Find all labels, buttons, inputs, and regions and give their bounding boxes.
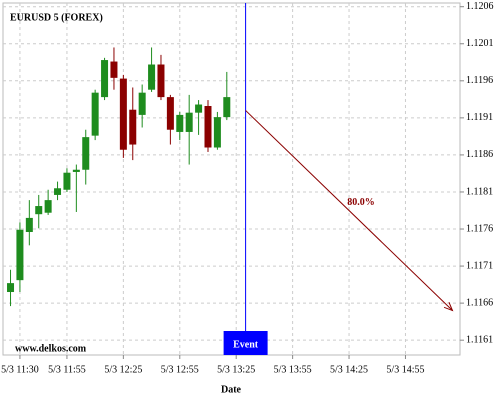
candle-body bbox=[91, 92, 99, 136]
candle-body bbox=[101, 60, 109, 98]
candle-body bbox=[82, 137, 90, 170]
candle-body bbox=[63, 172, 71, 190]
candle-body bbox=[110, 61, 118, 78]
x-tick-label: 5/3 12:25 bbox=[104, 364, 142, 375]
chart-title: EURUSD 5 (FOREX) bbox=[10, 12, 103, 23]
candle-body bbox=[119, 78, 127, 150]
y-tick-label: 1.1196 bbox=[466, 75, 493, 86]
x-axis-label: Date bbox=[221, 384, 242, 395]
y-tick-label: 1.1171 bbox=[466, 260, 493, 271]
forecast-label: 80.0% bbox=[347, 197, 375, 208]
x-tick-label: 5/3 13:55 bbox=[274, 364, 312, 375]
y-tick-label: 1.1201 bbox=[466, 38, 494, 49]
candle-body bbox=[148, 64, 156, 90]
forecast-arrow bbox=[245, 110, 453, 311]
candle-body bbox=[213, 117, 221, 148]
watermark: www.delkos.com bbox=[15, 343, 87, 354]
event-label: Event bbox=[233, 339, 259, 350]
y-tick-label: 1.1176 bbox=[466, 223, 493, 234]
y-tick-label: 1.1186 bbox=[466, 149, 493, 160]
candle-body bbox=[7, 283, 15, 293]
candle-body bbox=[138, 92, 146, 115]
y-tick-label: 1.1166 bbox=[466, 297, 493, 308]
candle-body bbox=[166, 97, 174, 130]
candle-body bbox=[195, 104, 203, 113]
candle-body bbox=[176, 114, 184, 132]
y-tick-label: 1.1206 bbox=[466, 1, 494, 12]
candle-body bbox=[223, 97, 231, 118]
x-tick-label: 5/3 12:55 bbox=[161, 364, 199, 375]
x-tick-label: 5/3 14:55 bbox=[386, 364, 424, 375]
event-box bbox=[223, 331, 268, 355]
x-tick-label: 5/3 11:55 bbox=[48, 364, 86, 375]
candle-body bbox=[72, 169, 80, 172]
x-tick-label: 5/3 11:30 bbox=[1, 364, 39, 375]
y-tick-label: 1.1181 bbox=[466, 186, 493, 197]
candle-body bbox=[157, 64, 165, 98]
candle-body bbox=[35, 206, 43, 215]
x-tick-label: 5/3 13:25 bbox=[217, 364, 255, 375]
plot-area bbox=[2, 2, 461, 356]
candle-body bbox=[204, 106, 212, 148]
candle-body bbox=[25, 217, 33, 232]
candle-body bbox=[185, 112, 193, 132]
candle-body bbox=[54, 188, 62, 195]
candle-body bbox=[16, 229, 24, 281]
candle-body bbox=[129, 109, 137, 145]
candle-body bbox=[44, 200, 52, 213]
y-tick-label: 1.1161 bbox=[466, 334, 493, 345]
y-tick-label: 1.1191 bbox=[466, 112, 493, 123]
x-tick-label: 5/3 14:25 bbox=[330, 364, 368, 375]
arrow-head bbox=[443, 302, 454, 312]
